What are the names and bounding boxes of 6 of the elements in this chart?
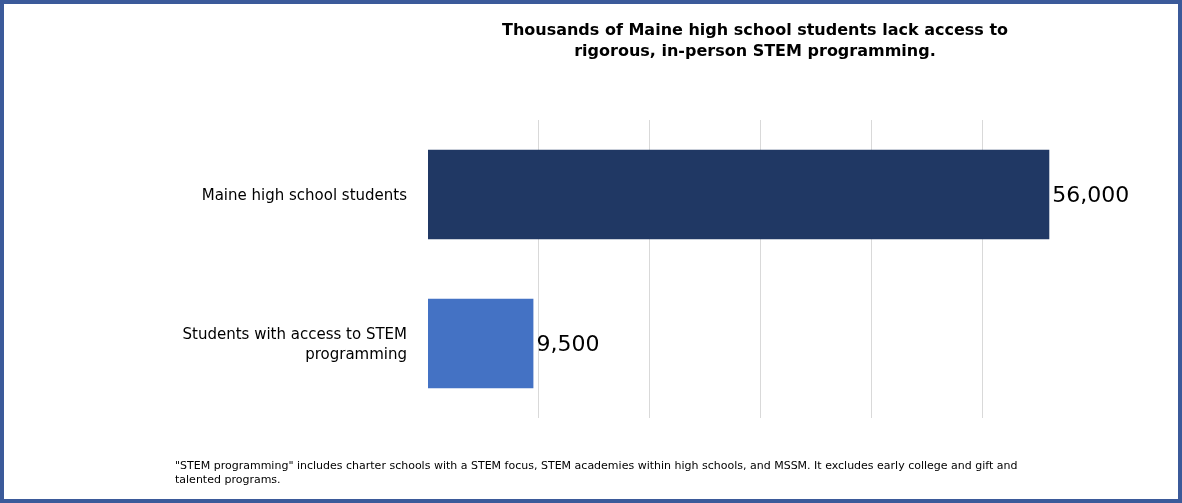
data-label: 9,500 bbox=[536, 331, 600, 356]
chart-title: Thousands of Maine high school students lack access to rigorous, in-person STEM programming. bbox=[501, 20, 1009, 61]
y-tick-label: Maine high school students bbox=[201, 185, 408, 204]
y-tick-label: Students with access to STEM programming bbox=[182, 325, 407, 363]
data-label: 56,000 bbox=[1052, 182, 1130, 207]
text: "STEM programming" includes charter schools with a STEM focus, STEM academies within high schools, and MSSM. It excludes early college and gift and talented programs. bbox=[175, 459, 1018, 487]
